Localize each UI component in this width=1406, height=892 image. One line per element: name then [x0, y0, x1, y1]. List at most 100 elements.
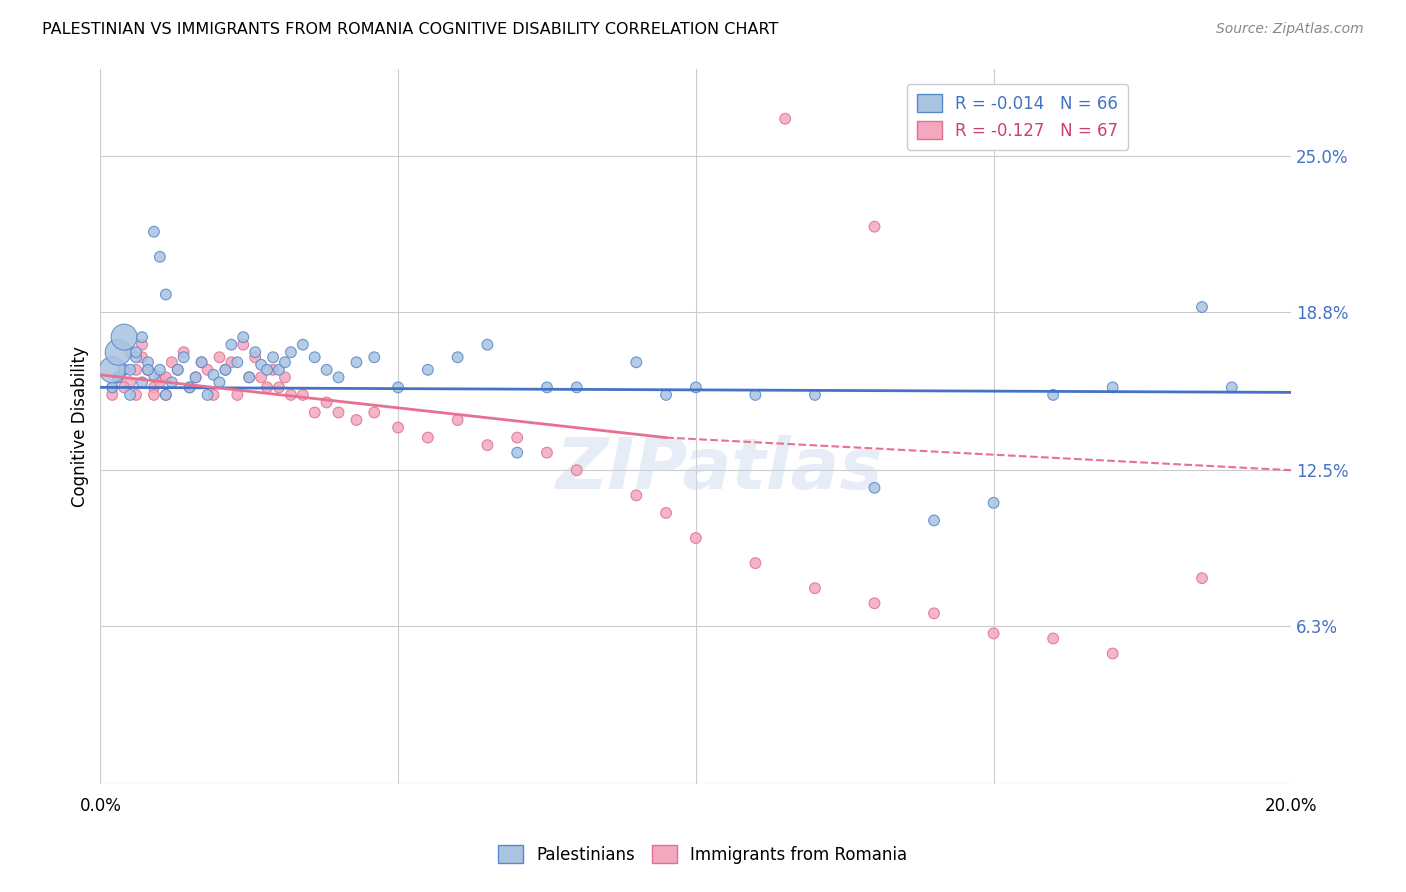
Point — [112, 363, 135, 377]
Point — [112, 363, 135, 377]
Point — [655, 388, 678, 402]
Point — [101, 363, 124, 377]
Point — [477, 337, 499, 351]
Point — [344, 355, 367, 369]
Point — [328, 405, 350, 419]
Point — [291, 388, 314, 402]
Point — [387, 380, 409, 394]
Point — [267, 363, 290, 377]
Point — [179, 380, 201, 394]
Point — [155, 370, 177, 384]
Point — [136, 363, 159, 377]
Point — [291, 337, 314, 351]
Point — [274, 355, 297, 369]
Point — [238, 370, 260, 384]
Point — [626, 355, 648, 369]
Point — [226, 355, 249, 369]
Point — [238, 370, 260, 384]
Point — [197, 363, 219, 377]
Point — [173, 345, 195, 359]
Point — [208, 351, 231, 365]
Point — [173, 351, 195, 365]
Point — [243, 345, 266, 359]
Point — [328, 370, 350, 384]
Point — [149, 370, 172, 384]
Point — [149, 250, 172, 264]
Point — [274, 370, 297, 384]
Legend: Palestinians, Immigrants from Romania: Palestinians, Immigrants from Romania — [492, 838, 914, 871]
Point — [922, 513, 945, 527]
Point — [565, 463, 588, 477]
Point — [262, 351, 284, 365]
Point — [315, 363, 337, 377]
Point — [1042, 632, 1064, 646]
Point — [202, 388, 225, 402]
Point — [107, 345, 129, 359]
Point — [256, 380, 278, 394]
Point — [125, 363, 148, 377]
Point — [655, 506, 678, 520]
Point — [184, 370, 207, 384]
Point — [565, 380, 588, 394]
Point — [1101, 647, 1123, 661]
Point — [125, 345, 148, 359]
Point — [626, 488, 648, 502]
Point — [250, 370, 273, 384]
Point — [107, 370, 129, 384]
Point — [267, 380, 290, 394]
Point — [446, 413, 468, 427]
Text: Source: ZipAtlas.com: Source: ZipAtlas.com — [1216, 22, 1364, 37]
Point — [160, 355, 183, 369]
Point — [155, 287, 177, 301]
Point — [202, 368, 225, 382]
Point — [131, 376, 153, 390]
Point — [190, 355, 212, 369]
Point — [477, 438, 499, 452]
Point — [363, 351, 385, 365]
Point — [1042, 388, 1064, 402]
Point — [304, 351, 326, 365]
Point — [416, 363, 439, 377]
Point — [155, 388, 177, 402]
Point — [315, 395, 337, 409]
Point — [179, 380, 201, 394]
Point — [744, 556, 766, 570]
Point — [197, 388, 219, 402]
Point — [685, 380, 707, 394]
Point — [363, 405, 385, 419]
Point — [149, 376, 172, 390]
Point — [101, 380, 124, 394]
Point — [863, 219, 886, 234]
Point — [166, 363, 188, 377]
Point — [155, 388, 177, 402]
Point — [142, 225, 165, 239]
Point — [136, 363, 159, 377]
Point — [131, 337, 153, 351]
Point — [142, 388, 165, 402]
Y-axis label: Cognitive Disability: Cognitive Disability — [72, 346, 89, 507]
Point — [536, 380, 558, 394]
Point — [416, 431, 439, 445]
Point — [120, 388, 142, 402]
Point — [804, 581, 827, 595]
Point — [1191, 571, 1213, 585]
Point — [160, 376, 183, 390]
Point — [863, 596, 886, 610]
Point — [243, 351, 266, 365]
Point — [142, 380, 165, 394]
Point — [804, 388, 827, 402]
Point — [131, 351, 153, 365]
Point — [120, 376, 142, 390]
Point — [506, 431, 529, 445]
Point — [214, 363, 236, 377]
Point — [1101, 380, 1123, 394]
Text: ZIPatlas: ZIPatlas — [555, 434, 883, 504]
Point — [304, 405, 326, 419]
Point — [221, 337, 243, 351]
Point — [112, 380, 135, 394]
Point — [232, 330, 254, 344]
Legend: R = -0.014   N = 66, R = -0.127   N = 67: R = -0.014 N = 66, R = -0.127 N = 67 — [907, 84, 1128, 150]
Point — [208, 376, 231, 390]
Point — [262, 363, 284, 377]
Point — [256, 363, 278, 377]
